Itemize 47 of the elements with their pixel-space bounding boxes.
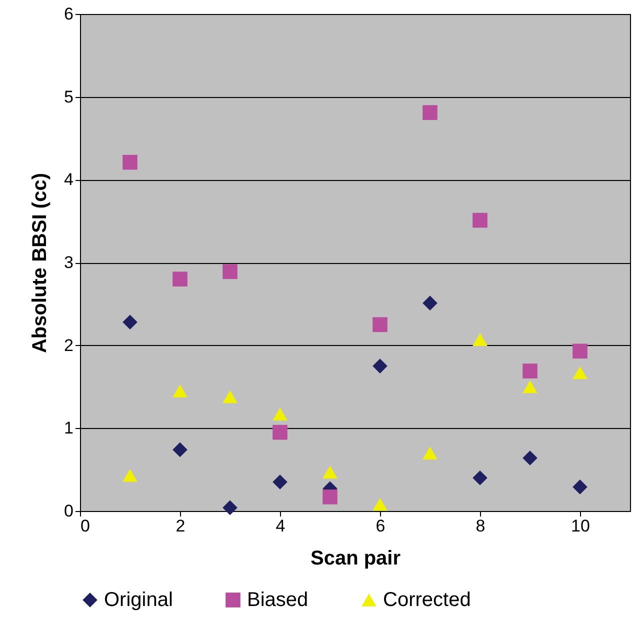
x-tick-label: 8: [476, 516, 486, 536]
point: [572, 344, 588, 359]
point: [372, 358, 388, 374]
point: [372, 317, 388, 332]
point: [222, 264, 238, 280]
x-tick-label: 10: [571, 516, 590, 536]
point: [572, 480, 588, 494]
y-tick-label: 0: [64, 502, 74, 520]
point: [272, 424, 288, 440]
y-tick-label: 1: [64, 418, 74, 438]
point: [172, 442, 188, 458]
y-tick-label: 5: [64, 87, 74, 106]
point: [272, 474, 288, 490]
point: [472, 333, 488, 346]
point: [322, 490, 338, 504]
point: [422, 296, 438, 311]
point: [372, 498, 388, 511]
legend-label: Original: [104, 589, 173, 611]
point: [222, 390, 238, 404]
point: [522, 364, 538, 378]
point: [122, 468, 138, 482]
y-tick-label: 3: [64, 253, 74, 272]
point: [522, 450, 538, 466]
legend-label: Corrected: [383, 589, 471, 611]
legend-label: Biased: [247, 589, 308, 611]
y-tick-label: 4: [64, 170, 74, 190]
x-tick-label: 2: [176, 516, 186, 536]
point: [122, 314, 138, 330]
point: [222, 500, 238, 516]
x-tick-label: 6: [376, 516, 386, 536]
y-tick-label: 2: [64, 336, 74, 355]
point: [422, 446, 438, 460]
point: [472, 212, 488, 228]
point: [172, 272, 188, 286]
point: [122, 154, 138, 170]
x-tick-label: 0: [80, 516, 90, 536]
point: [172, 384, 188, 398]
point: [322, 466, 338, 478]
y-axis-title: Absolute BBSI (cc): [29, 172, 52, 354]
point: [272, 408, 288, 421]
point: [522, 380, 538, 394]
x-tick-label: 4: [276, 516, 286, 536]
point: [472, 470, 488, 486]
x-axis-title: Scan pair: [310, 548, 401, 570]
point: [572, 366, 588, 380]
y-tick-label: 6: [64, 4, 74, 24]
point: [422, 105, 438, 120]
